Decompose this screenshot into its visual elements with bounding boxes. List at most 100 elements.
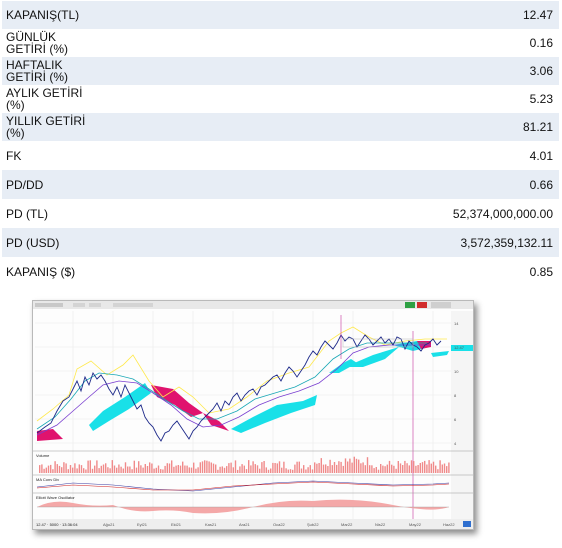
volume-bars — [39, 456, 450, 473]
volume-bar — [283, 461, 285, 473]
volume-bar — [39, 465, 41, 473]
time-axis-label: Haz22 — [443, 522, 455, 527]
toolbar-btn-right[interactable] — [431, 302, 451, 308]
volume-bar — [153, 468, 155, 473]
volume-bar — [415, 465, 417, 473]
stats-row: KAPANIŞ(TL) 12.47 — [2, 1, 559, 29]
volume-bar — [133, 460, 135, 473]
volume-bar — [204, 460, 206, 473]
volume-bar — [155, 467, 157, 473]
volume-bar — [223, 467, 226, 473]
volume-bar — [45, 467, 47, 473]
toolbar-btn-3[interactable] — [113, 303, 153, 307]
volume-bar — [56, 464, 58, 473]
volume-bar — [109, 468, 111, 473]
volume-bar — [58, 465, 61, 473]
volume-bar — [259, 468, 261, 473]
toolbar-btn-2[interactable] — [89, 303, 101, 307]
volume-bar — [353, 456, 355, 473]
time-axis-label: May22 — [409, 522, 422, 527]
volume-bar — [252, 461, 254, 473]
volume-bar — [278, 461, 281, 473]
volume-bar — [193, 462, 195, 473]
volume-bar — [402, 465, 404, 473]
time-axis-label: Ara21 — [239, 522, 250, 527]
volume-bar — [127, 466, 129, 473]
volume-bar — [212, 463, 215, 473]
time-axis — [33, 519, 473, 529]
volume-bar — [388, 460, 391, 473]
volume-bar — [408, 465, 410, 473]
volume-bar — [41, 464, 43, 473]
volume-bar — [206, 460, 208, 473]
time-axis-label: Şub22 — [307, 522, 319, 527]
volume-bar — [135, 467, 138, 473]
stats-row: PD (USD) 3,572,359,132.11 — [2, 228, 559, 257]
volume-bar — [54, 461, 56, 473]
volume-bar — [111, 460, 113, 473]
volume-bar — [177, 465, 179, 473]
buy-button[interactable] — [405, 302, 415, 308]
volume-bar — [179, 465, 182, 473]
volume-bar — [349, 458, 351, 473]
volume-bar — [272, 462, 274, 473]
time-axis-label: Eki21 — [171, 522, 182, 527]
volume-bar — [43, 468, 45, 473]
price-axis — [451, 311, 473, 519]
volume-bar — [358, 459, 360, 473]
volume-bar — [100, 465, 102, 473]
volume-bar — [307, 467, 309, 473]
stats-label: KAPANIŞ ($) — [2, 257, 309, 286]
volume-bar — [426, 464, 428, 473]
stats-row: KAPANIŞ ($) 0.85 — [2, 257, 559, 286]
volume-bar — [184, 465, 186, 473]
volume-bar — [437, 469, 439, 473]
volume-bar — [228, 463, 230, 473]
volume-bar — [446, 466, 448, 473]
volume-bar — [85, 469, 87, 473]
volume-bar — [52, 469, 54, 473]
volume-bar — [162, 469, 164, 473]
volume-panel-label: Volume — [36, 453, 50, 458]
svg-text:10: 10 — [454, 369, 459, 374]
volume-bar — [80, 465, 83, 473]
volume-bar — [377, 469, 380, 473]
toolbar-btn-1[interactable] — [73, 303, 85, 307]
volume-bar — [107, 467, 109, 473]
volume-bar — [171, 460, 173, 473]
volume-bar — [89, 460, 91, 473]
elliott-area — [37, 499, 449, 514]
volume-bar — [113, 465, 116, 473]
volume-bar — [151, 463, 153, 473]
volume-bar — [219, 466, 221, 473]
volume-bar — [65, 463, 67, 473]
volume-bar — [344, 458, 347, 473]
volume-bar — [87, 460, 89, 473]
chart-settings-icon[interactable] — [463, 521, 471, 527]
ichimoku-cloud — [37, 341, 449, 441]
info-box — [342, 338, 414, 348]
status-readout: 12.47 · 5000 · 13:36:04 — [36, 522, 78, 527]
volume-bar — [439, 460, 441, 473]
volume-bar — [50, 464, 52, 473]
volume-bar — [261, 462, 263, 473]
time-axis-labels: Ağu21 Eyl21 Eki21 Kas21 Ara21 Oca22 Şub22 Mar22… — [103, 522, 455, 527]
stats-label: KAPANIŞ(TL) — [2, 1, 309, 29]
stats-value: 52,374,000,000.00 — [308, 199, 559, 228]
sell-button[interactable] — [417, 302, 427, 308]
volume-bar — [234, 460, 237, 473]
stats-label: GÜNLÜK GETİRİ (%) — [2, 29, 309, 57]
chart-toolbar — [33, 301, 473, 309]
volume-bar — [419, 463, 421, 473]
volume-bar — [166, 463, 168, 473]
volume-bar — [270, 468, 272, 473]
volume-bar — [289, 469, 292, 473]
volume-bar — [250, 465, 252, 473]
stats-value: 0.16 — [308, 29, 559, 57]
volume-bar — [285, 468, 287, 473]
volume-bar — [406, 463, 408, 473]
volume-bar — [435, 465, 437, 473]
toolbar-symbol[interactable] — [35, 303, 63, 307]
volume-bar — [96, 460, 98, 473]
stats-value: 12.47 — [308, 1, 559, 29]
